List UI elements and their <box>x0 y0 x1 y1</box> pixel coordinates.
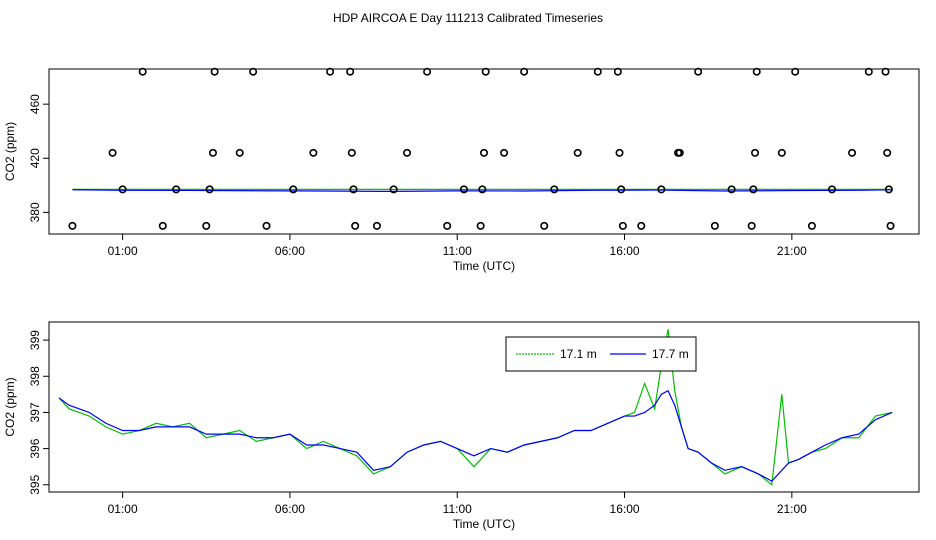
data-point <box>864 67 873 76</box>
data-point <box>550 185 559 194</box>
x-tick-label: 01:00 <box>108 502 138 516</box>
y-tick-label: 396 <box>28 438 42 458</box>
data-point <box>476 221 485 230</box>
data-point <box>694 67 703 76</box>
y-tick-label: 397 <box>28 402 42 422</box>
x-tick-label: 06:00 <box>275 502 305 516</box>
series-line-1 <box>58 329 893 486</box>
legend-label: 17.1 m <box>560 347 597 361</box>
x-tick-label: 21:00 <box>777 502 807 516</box>
figure-title: HDP AIRCOA E Day 111213 Calibrated Times… <box>333 11 603 25</box>
y-tick-label: 420 <box>28 148 42 168</box>
data-point <box>883 148 892 157</box>
data-point <box>205 185 214 194</box>
data-point <box>593 67 602 76</box>
data-point <box>389 185 398 194</box>
data-point <box>208 148 217 157</box>
panel-bottom-line: 01:00 06:00 11:00 16:00 21:00 395 396 397 398 399… <box>3 321 920 531</box>
data-point <box>791 67 800 76</box>
data-point <box>618 221 627 230</box>
data-point <box>827 185 836 194</box>
data-point <box>210 67 219 76</box>
data-point <box>657 185 666 194</box>
x-tick-label: 06:00 <box>275 244 305 258</box>
y-tick-label: 398 <box>28 366 42 386</box>
y-tick-label: 380 <box>28 202 42 222</box>
data-point <box>423 67 432 76</box>
data-point <box>443 221 452 230</box>
data-point <box>540 221 549 230</box>
data-point <box>108 148 117 157</box>
y-tick-label: 460 <box>28 94 42 114</box>
x-tick-label: 01:00 <box>108 244 138 258</box>
data-point <box>613 67 622 76</box>
x-tick-label: 16:00 <box>610 244 640 258</box>
plot-frame <box>48 321 920 493</box>
data-point <box>459 185 468 194</box>
data-point <box>372 221 381 230</box>
data-point <box>158 221 167 230</box>
data-point <box>202 221 211 230</box>
data-point <box>262 221 271 230</box>
data-point <box>118 185 127 194</box>
data-point <box>617 185 626 194</box>
data-point <box>138 67 147 76</box>
y-tick-label: 395 <box>28 474 42 494</box>
x-axis-title: Time (UTC) <box>453 517 515 531</box>
data-point <box>848 148 857 157</box>
x-tick-label: 21:00 <box>777 244 807 258</box>
data-point <box>172 185 181 194</box>
data-point <box>886 221 895 230</box>
data-point <box>615 148 624 157</box>
data-point <box>289 185 298 194</box>
x-tick-label: 16:00 <box>610 502 640 516</box>
data-point <box>807 221 816 230</box>
data-point <box>752 67 761 76</box>
data-point <box>309 148 318 157</box>
data-point <box>727 185 736 194</box>
y-axis-title: CO2 (ppm) <box>3 377 17 436</box>
data-point <box>675 148 684 157</box>
data-point <box>710 221 719 230</box>
data-point <box>637 221 646 230</box>
data-point <box>747 221 756 230</box>
data-point <box>68 221 77 230</box>
y-axis-title: CO2 (ppm) <box>3 122 17 181</box>
x-tick-label: 11:00 <box>443 502 472 516</box>
data-point <box>403 148 412 157</box>
x-tick-label: 11:00 <box>443 244 472 258</box>
data-point <box>351 221 360 230</box>
data-point <box>520 67 529 76</box>
panel-top-scatter: 01:00 06:00 11:00 16:00 21:00 380 420 460 Time (… <box>3 67 920 273</box>
plot-frame <box>48 68 920 235</box>
legend-box <box>505 336 697 372</box>
data-point <box>235 148 244 157</box>
data-point <box>881 67 890 76</box>
data-point <box>884 185 893 194</box>
data-point <box>573 148 582 157</box>
data-point <box>777 148 786 157</box>
data-point <box>751 148 760 157</box>
data-point <box>346 67 355 76</box>
data-point <box>479 148 488 157</box>
data-point <box>326 67 335 76</box>
data-point <box>481 67 490 76</box>
y-tick-label: 399 <box>28 330 42 350</box>
data-point <box>347 148 356 157</box>
data-point <box>749 185 758 194</box>
series-line-2 <box>58 389 893 482</box>
x-axis-title: Time (UTC) <box>453 259 515 273</box>
legend-label: 17.7 m <box>652 347 689 361</box>
series-line-2 <box>72 189 893 192</box>
data-point <box>249 67 258 76</box>
data-point <box>349 185 358 194</box>
data-point <box>478 185 487 194</box>
data-point <box>500 148 509 157</box>
